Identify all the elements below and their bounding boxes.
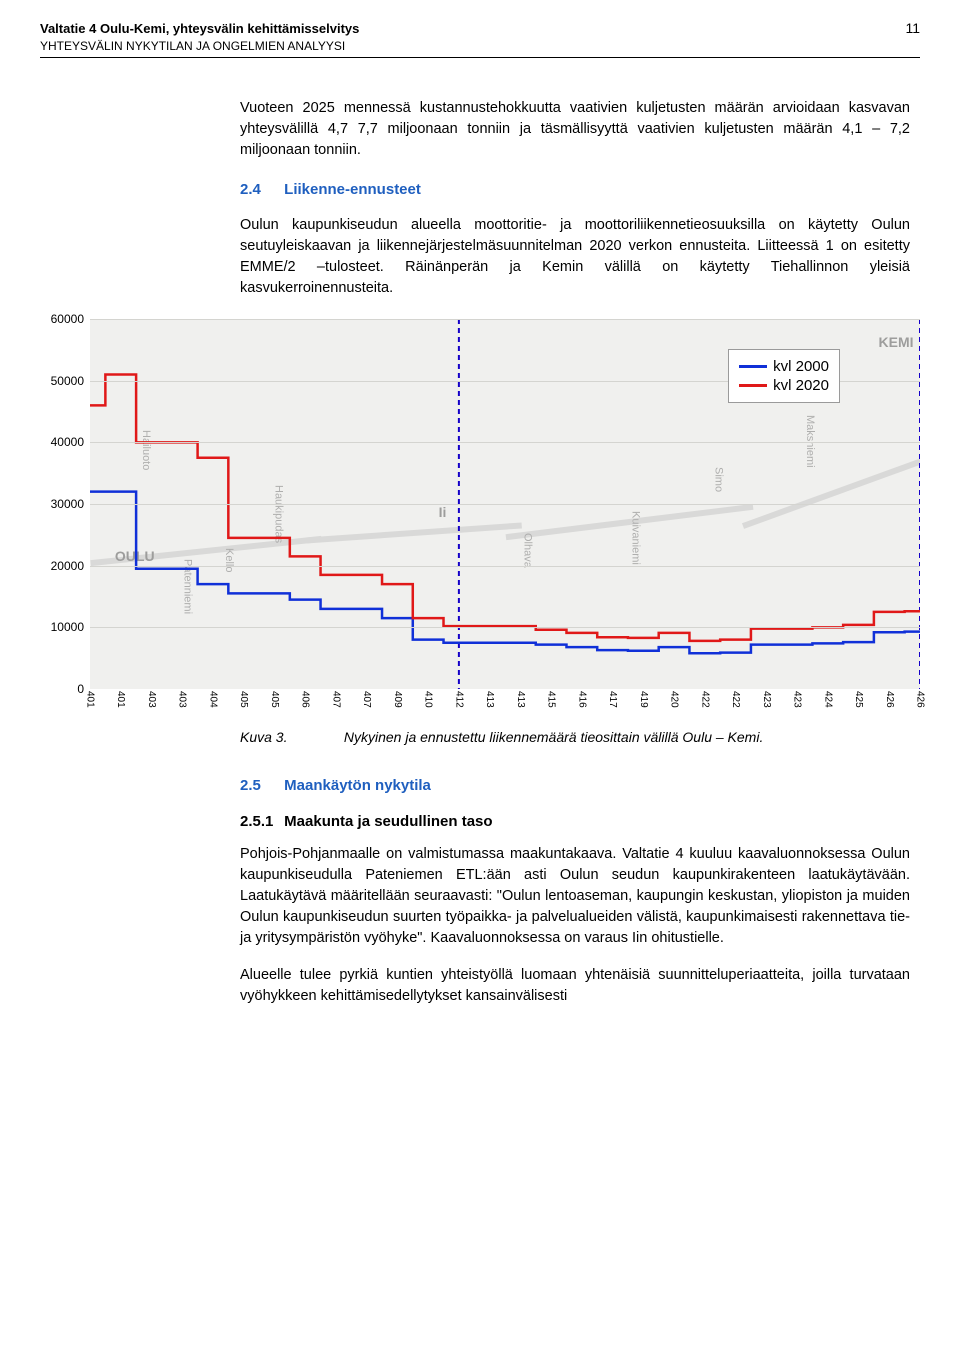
x-tick-label: 420 bbox=[669, 691, 680, 708]
section-2-5-1-num: 2.5.1 bbox=[240, 811, 280, 833]
x-tick-label: 424 bbox=[822, 691, 833, 708]
section-2-4-title: Liikenne-ennusteet bbox=[284, 181, 421, 198]
x-tick-label: 423 bbox=[761, 691, 772, 708]
y-tick-label: 60000 bbox=[51, 312, 84, 326]
page-number: 11 bbox=[905, 20, 920, 36]
x-tick-label: 413 bbox=[484, 691, 495, 708]
x-tick-label: 423 bbox=[792, 691, 803, 708]
x-tick-label: 410 bbox=[423, 691, 434, 708]
y-tick-label: 0 bbox=[77, 682, 84, 696]
section-2-4-body: Oulun kaupunkiseudun alueella moottoriti… bbox=[240, 215, 910, 299]
x-tick-label: 401 bbox=[85, 691, 96, 708]
section-2-4-num: 2.4 bbox=[240, 179, 280, 201]
x-tick-label: 426 bbox=[884, 691, 895, 708]
x-tick-label: 412 bbox=[453, 691, 464, 708]
traffic-chart: 0100002000030000400005000060000 Hailuoto… bbox=[40, 319, 920, 719]
grid-line bbox=[90, 627, 920, 628]
doc-title: Valtatie 4 Oulu-Kemi, yhteysvälin kehitt… bbox=[40, 20, 359, 38]
section-2-5-1-body1: Pohjois-Pohjanmaalle on valmistumassa ma… bbox=[240, 844, 910, 949]
section-2-5-1-heading: 2.5.1 Maakunta ja seudullinen taso bbox=[240, 811, 910, 833]
section-2-5-heading: 2.5 Maankäytön nykytila bbox=[240, 775, 910, 797]
section-2-5-1-title: Maakunta ja seudullinen taso bbox=[284, 813, 492, 830]
page-header: Valtatie 4 Oulu-Kemi, yhteysvälin kehitt… bbox=[40, 20, 920, 58]
section-2-5-num: 2.5 bbox=[240, 775, 280, 797]
x-tick-label: 426 bbox=[915, 691, 926, 708]
x-tick-label: 422 bbox=[730, 691, 741, 708]
y-tick-label: 20000 bbox=[51, 559, 84, 573]
x-tick-label: 405 bbox=[269, 691, 280, 708]
legend-item: kvl 2020 bbox=[739, 377, 829, 394]
intro-paragraph-block: Vuoteen 2025 mennessä kustannustehokkuut… bbox=[240, 98, 910, 299]
x-tick-label: 422 bbox=[699, 691, 710, 708]
section-2-5-1-body2: Alueelle tulee pyrkiä kuntien yhteistyöl… bbox=[240, 965, 910, 1007]
grid-line bbox=[90, 319, 920, 320]
y-tick-label: 10000 bbox=[51, 620, 84, 634]
grid-line bbox=[90, 504, 920, 505]
x-tick-label: 401 bbox=[115, 691, 126, 708]
legend-label: kvl 2000 bbox=[773, 358, 829, 375]
figure-3-label: Kuva 3. bbox=[240, 729, 340, 745]
grid-line bbox=[90, 442, 920, 443]
section-2-5-title: Maankäytön nykytila bbox=[284, 777, 431, 794]
legend-label: kvl 2020 bbox=[773, 377, 829, 394]
grid-line bbox=[90, 566, 920, 567]
legend-swatch bbox=[739, 365, 767, 368]
chart-y-axis: 0100002000030000400005000060000 bbox=[40, 319, 90, 689]
section-2-4-heading: 2.4 Liikenne-ennusteet bbox=[240, 179, 910, 201]
section-2-5-block: 2.5 Maankäytön nykytila 2.5.1 Maakunta j… bbox=[240, 775, 910, 1008]
x-tick-label: 413 bbox=[515, 691, 526, 708]
x-tick-label: 419 bbox=[638, 691, 649, 708]
x-tick-label: 407 bbox=[330, 691, 341, 708]
x-tick-label: 404 bbox=[207, 691, 218, 708]
x-tick-label: 417 bbox=[607, 691, 618, 708]
x-tick-label: 407 bbox=[361, 691, 372, 708]
figure-3-caption: Kuva 3. Nykyinen ja ennustettu liikennem… bbox=[240, 729, 920, 745]
x-tick-label: 403 bbox=[177, 691, 188, 708]
chart-series-line bbox=[90, 374, 920, 640]
chart-legend: kvl 2000 kvl 2020 bbox=[728, 349, 840, 403]
x-tick-label: 415 bbox=[546, 691, 557, 708]
doc-subtitle: YHTEYSVÄLIN NYKYTILAN JA ONGELMIEN ANALY… bbox=[40, 38, 359, 55]
x-tick-label: 403 bbox=[146, 691, 157, 708]
x-tick-label: 425 bbox=[853, 691, 864, 708]
paragraph-1: Vuoteen 2025 mennessä kustannustehokkuut… bbox=[240, 98, 910, 161]
figure-3-text: Nykyinen ja ennustettu liikennemäärä tie… bbox=[344, 729, 763, 745]
y-tick-label: 40000 bbox=[51, 435, 84, 449]
x-tick-label: 405 bbox=[238, 691, 249, 708]
header-titles: Valtatie 4 Oulu-Kemi, yhteysvälin kehitt… bbox=[40, 20, 359, 55]
legend-swatch bbox=[739, 384, 767, 387]
x-tick-label: 409 bbox=[392, 691, 403, 708]
chart-x-axis: 4014014034034044054054064074074094104124… bbox=[90, 689, 920, 719]
x-tick-label: 416 bbox=[576, 691, 587, 708]
y-tick-label: 50000 bbox=[51, 374, 84, 388]
y-tick-label: 30000 bbox=[51, 497, 84, 511]
x-tick-label: 406 bbox=[300, 691, 311, 708]
legend-item: kvl 2000 bbox=[739, 358, 829, 375]
